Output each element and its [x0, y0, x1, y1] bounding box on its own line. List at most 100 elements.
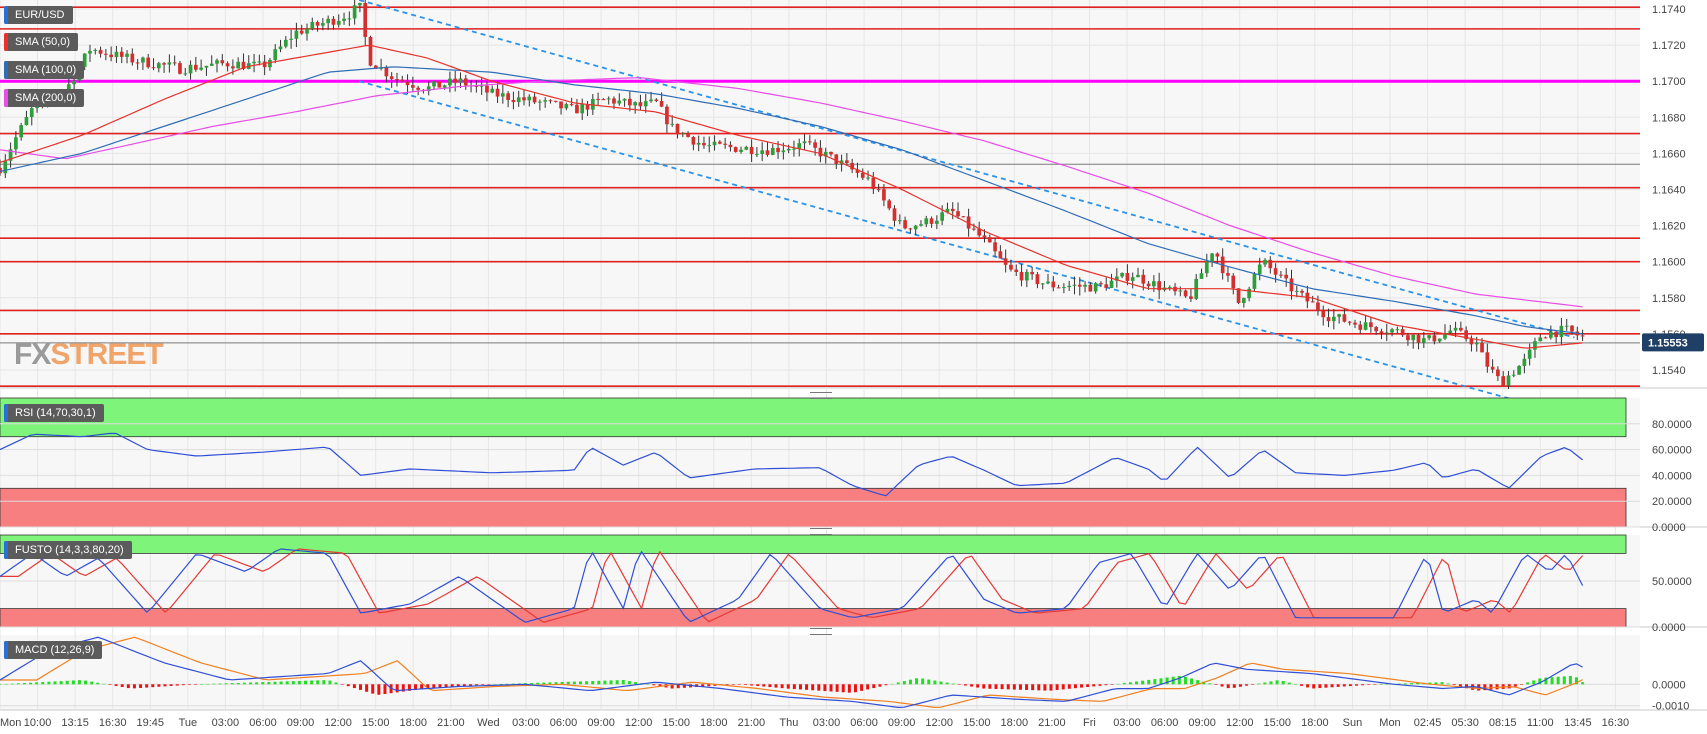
macd-histogram-bar	[261, 682, 265, 685]
macd-histogram-bar	[1483, 684, 1487, 691]
candle-body	[1072, 284, 1077, 286]
macd-histogram-bar	[212, 683, 216, 685]
macd-histogram-bar	[762, 684, 766, 687]
candle-body	[887, 200, 892, 209]
candle-body	[1517, 365, 1521, 375]
macd-histogram-bar	[1324, 684, 1328, 688]
candle-body	[1257, 264, 1262, 275]
candle-body	[1093, 283, 1098, 292]
fusto-overbought-zone	[0, 534, 1627, 554]
candle-body	[495, 88, 500, 97]
macd-histogram-bar	[1544, 677, 1548, 685]
macd-histogram-bar	[957, 684, 961, 685]
fusto-label[interactable]: FUSTO (14,3,3,80,20)	[4, 541, 132, 559]
macd-histogram-bar	[1214, 684, 1218, 685]
macd-histogram-bar	[1159, 678, 1163, 685]
symbol-label[interactable]: EUR/USD	[4, 6, 73, 24]
candle-body	[1056, 287, 1061, 289]
macd-histogram-bar	[1489, 684, 1493, 690]
candle-body	[1400, 329, 1405, 336]
candle-body	[553, 100, 558, 102]
sma100-label[interactable]: SMA (100,0)	[4, 61, 85, 79]
candle-body	[1300, 290, 1304, 293]
price-tick-label: 1.1660	[1652, 148, 1686, 160]
candle-body	[649, 99, 653, 102]
candle-body	[1342, 314, 1347, 322]
candle-body	[1125, 273, 1130, 281]
candle-body	[1136, 274, 1140, 278]
candle-body	[998, 251, 1003, 259]
macd-histogram-bar	[1208, 683, 1212, 685]
macd-histogram-bar	[915, 678, 919, 685]
rsi-resize-handle[interactable]	[810, 392, 832, 399]
macd-histogram-bar	[585, 681, 589, 685]
macd-histogram-bar	[841, 684, 845, 693]
macd-histogram-bar	[523, 683, 527, 685]
candle-body	[1210, 253, 1214, 262]
candle-body	[786, 148, 791, 151]
candle-body	[416, 87, 420, 90]
candle-body	[765, 150, 770, 155]
macd-histogram-bar	[811, 684, 815, 691]
macd-resize-handle[interactable]	[810, 628, 832, 635]
macd-histogram-bar	[1183, 676, 1187, 685]
fusto-resize-handle[interactable]	[810, 528, 832, 535]
candle-body	[1215, 253, 1220, 257]
macd-histogram-bar	[22, 683, 26, 685]
macd-histogram-bar	[77, 680, 81, 685]
macd-histogram-bar	[1263, 682, 1267, 685]
candle-body	[1379, 331, 1384, 334]
sma200-label[interactable]: SMA (200,0)	[4, 89, 85, 107]
candle-body	[352, 5, 357, 19]
macd-histogram-bar	[554, 682, 558, 685]
macd-histogram-bar	[1269, 681, 1273, 685]
rsi-tick-label: 60.0000	[1652, 445, 1692, 457]
candle-body	[1231, 275, 1236, 289]
macd-histogram-bar	[304, 680, 308, 685]
candle-body	[691, 136, 696, 145]
macd-label[interactable]: MACD (12,26,9)	[4, 641, 103, 659]
macd-histogram-bar	[132, 684, 136, 689]
macd-histogram-bar	[866, 684, 870, 690]
rsi-label[interactable]: RSI (14,70,30,1)	[4, 404, 104, 422]
sma50-label[interactable]: SMA (50,0)	[4, 33, 79, 51]
macd-histogram-group	[0, 675, 1585, 695]
candle-body	[151, 67, 156, 69]
macd-histogram-bar	[805, 684, 809, 690]
macd-histogram-bar	[0, 684, 2, 685]
candle-body	[596, 98, 600, 100]
macd-histogram-bar	[970, 684, 974, 687]
candle-body	[675, 123, 680, 135]
candle-body	[543, 100, 548, 102]
candle-body	[1374, 327, 1379, 332]
macd-histogram-bar	[47, 681, 51, 685]
rsi-tick-label: 0.0000	[1652, 522, 1686, 534]
macd-histogram-bar	[145, 684, 149, 688]
macd-histogram-bar	[4, 683, 8, 685]
macd-histogram-bar	[395, 684, 399, 693]
macd-histogram-bar	[1110, 684, 1114, 685]
macd-histogram-bar	[829, 684, 833, 692]
macd-histogram-bar	[420, 684, 424, 690]
macd-histogram-bar	[1165, 677, 1169, 685]
candle-body	[860, 172, 865, 178]
macd-histogram-bar	[1458, 684, 1462, 687]
time-tick-label: 13:15	[61, 717, 89, 729]
macd-histogram-bar	[737, 684, 741, 685]
candle-body	[839, 160, 844, 164]
macd-histogram-bar	[933, 680, 937, 685]
candle-body	[1152, 281, 1156, 287]
candle-body	[0, 167, 2, 174]
rsi-axis-bg	[1640, 398, 1707, 527]
candle-body	[442, 85, 447, 88]
time-tick-label: 21:00	[1038, 717, 1066, 729]
candle-body	[882, 189, 886, 201]
candle-body	[670, 123, 675, 125]
macd-histogram-bar	[627, 681, 631, 685]
macd-histogram-bar	[1080, 684, 1084, 688]
macd-histogram-bar	[456, 684, 460, 687]
time-tick-label: 06:00	[1151, 717, 1179, 729]
macd-histogram-bar	[591, 680, 595, 685]
candle-body	[1432, 335, 1437, 342]
macd-histogram-bar	[1061, 684, 1065, 690]
